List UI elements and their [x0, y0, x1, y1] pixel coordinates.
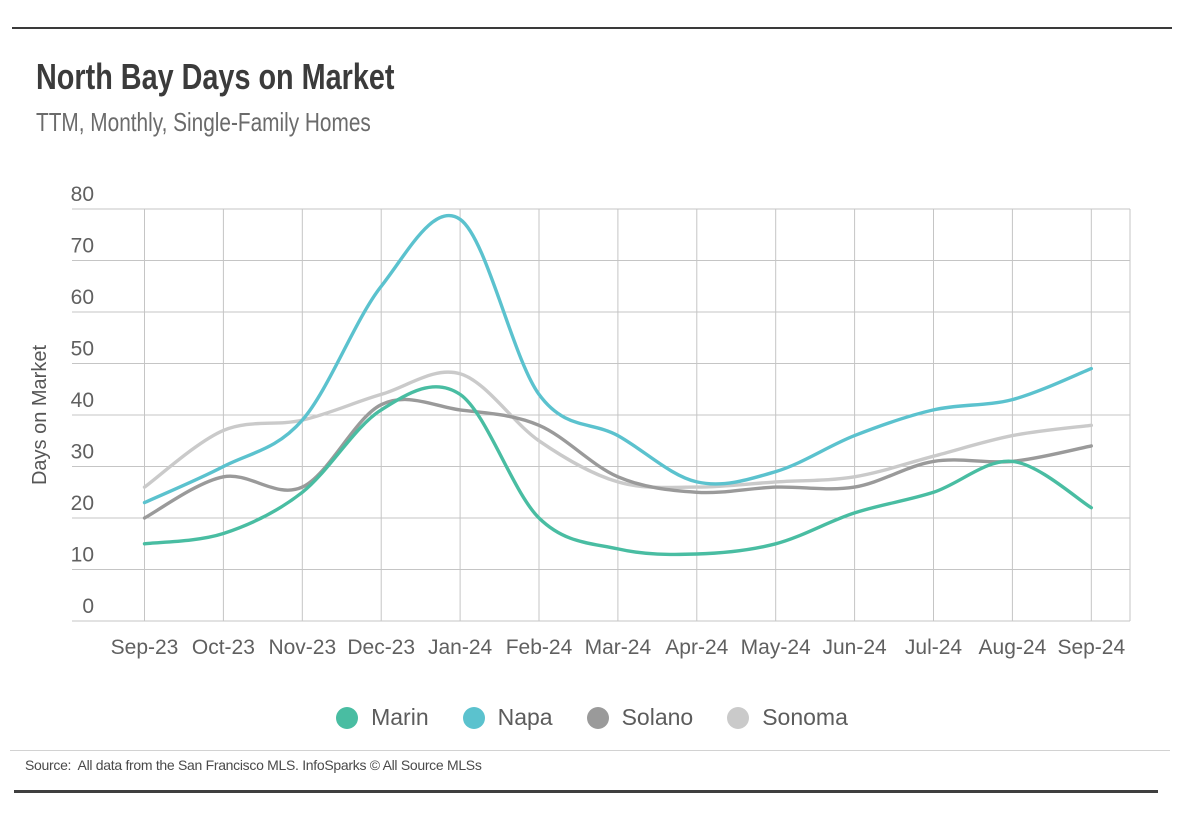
x-tick-label: Sep-23 [111, 636, 179, 659]
x-tick-label: Dec-23 [347, 636, 415, 659]
source-note: Source: All data from the San Francisco … [25, 757, 482, 773]
legend: Marin Napa Solano Sonoma [0, 704, 1184, 731]
source-divider [10, 750, 1170, 751]
top-rule [12, 27, 1172, 29]
series-line-solano [142, 397, 1093, 520]
axis-tick-labels: 0 10 20 30 40 50 60 70 80 Sep-23 Oct-23 Nov-23 Dec-2… [71, 183, 1126, 659]
legend-swatch-solano [586, 706, 609, 729]
x-tick-label: Apr-24 [665, 636, 728, 659]
series-line-marin [142, 385, 1093, 557]
x-tick-label: Sep-24 [1057, 636, 1125, 659]
x-tick-label: Oct-23 [192, 636, 255, 659]
y-tick-label: 80 [71, 183, 94, 206]
legend-label: Solano [621, 704, 694, 730]
x-tick-label: Feb-24 [506, 636, 573, 659]
x-tick-label: Jun-24 [822, 636, 887, 659]
legend-item-sonoma: Sonoma [727, 704, 848, 731]
y-tick-label: 0 [82, 595, 94, 618]
x-tick-label: Nov-23 [268, 636, 336, 659]
legend-item-solano: Solano [586, 704, 694, 731]
legend-swatch-napa [462, 706, 485, 729]
y-tick-label: 40 [71, 389, 94, 412]
legend-item-napa: Napa [462, 704, 553, 731]
gridlines [72, 208, 1131, 622]
y-tick-label: 60 [71, 286, 94, 309]
chart-subtitle: TTM, Monthly, Single-Family Homes [36, 107, 371, 137]
legend-label: Marin [371, 704, 429, 730]
legend-swatch-marin [336, 706, 359, 729]
x-tick-label: May-24 [741, 636, 811, 659]
y-tick-label: 10 [71, 544, 94, 567]
series-lines [142, 213, 1093, 557]
chart-title: North Bay Days on Market [36, 56, 395, 97]
y-tick-label: 50 [71, 338, 94, 361]
x-tick-label: Aug-24 [979, 636, 1047, 659]
y-axis-title: Days on Market [29, 345, 51, 485]
legend-label: Sonoma [762, 704, 848, 730]
x-tick-label: Mar-24 [585, 636, 652, 659]
bottom-rule [14, 790, 1158, 793]
y-tick-label: 20 [71, 492, 94, 515]
x-tick-label: Jan-24 [428, 636, 493, 659]
y-tick-label: 30 [71, 441, 94, 464]
y-tick-label: 70 [71, 235, 94, 258]
legend-swatch-sonoma [727, 706, 750, 729]
legend-label: Napa [497, 704, 553, 730]
series-line-napa [142, 213, 1093, 505]
x-tick-label: Jul-24 [905, 636, 963, 659]
legend-item-marin: Marin [336, 704, 429, 731]
